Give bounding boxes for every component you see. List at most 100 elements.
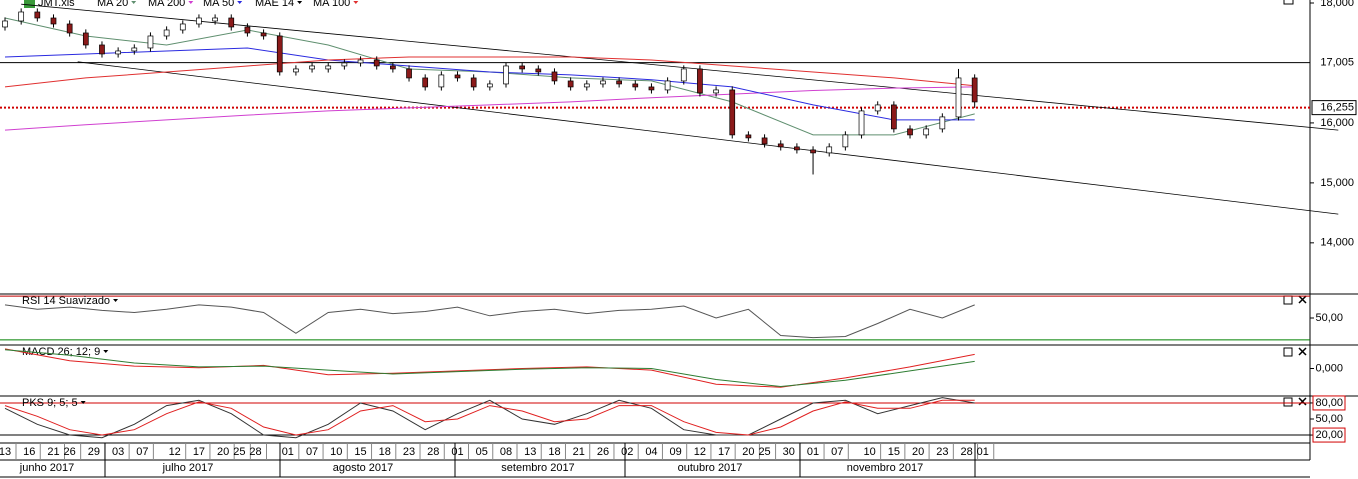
legend-entry: MA 200 [148, 0, 185, 9]
candle-body [745, 134, 752, 139]
legend-arrow [188, 1, 194, 4]
maximize-button[interactable] [1283, 347, 1293, 357]
y-tick-label: 14,000 [1320, 237, 1354, 249]
x-tick-label: 01 [451, 446, 463, 458]
candle-body [196, 17, 202, 25]
x-tick-label: 07 [306, 446, 318, 458]
candle-body [939, 116, 946, 130]
x-tick-label: 28 [249, 446, 261, 458]
x-tick-label: 26 [64, 446, 76, 458]
candle-body [163, 29, 170, 37]
candle-body [907, 128, 913, 136]
legend-arrow [353, 1, 359, 4]
x-tick-label: 05 [476, 446, 488, 458]
y-tick-label: 16,000 [1320, 117, 1354, 129]
legend-arrow [297, 1, 303, 4]
x-tick-label: 20 [742, 446, 754, 458]
candle-body [212, 17, 218, 22]
maximize-button[interactable] [1283, 295, 1293, 305]
x-tick-label: 12 [169, 446, 181, 458]
legend-entry: MA 50 [203, 0, 234, 9]
legend-entry: MA 20 [97, 0, 128, 9]
maximize-button[interactable] [1283, 397, 1293, 407]
candle-body [341, 62, 348, 67]
candle-body [438, 74, 445, 88]
x-tick-label: 07 [831, 446, 843, 458]
candle-body [422, 77, 429, 88]
y-tick-label: 50,00 [1315, 312, 1343, 324]
indicator-line [4, 304, 975, 339]
candle-body [761, 137, 768, 145]
x-tick-label: 23 [936, 446, 948, 458]
level-label-box [1311, 100, 1357, 116]
x-tick-label: 26 [597, 446, 609, 458]
dropdown-arrow [113, 299, 119, 302]
candle-body [519, 65, 526, 70]
x-tick-label: 08 [500, 446, 512, 458]
candle-body [244, 26, 251, 34]
x-tick-label: 20 [217, 446, 229, 458]
x-tick-label: 02 [621, 446, 633, 458]
candle-body [858, 110, 865, 136]
month-label: junho 2017 [19, 462, 74, 474]
legend-arrow [131, 1, 137, 4]
candle-body [551, 71, 558, 82]
candle-body [406, 68, 412, 79]
maximize-button[interactable] [1283, 0, 1294, 5]
y-tick-box [1312, 395, 1346, 411]
candle-body [373, 59, 380, 67]
x-tick-label: 04 [645, 446, 657, 458]
x-tick-label: 18 [548, 446, 560, 458]
candle-body [826, 146, 833, 154]
legend-entry: MAE 14 [255, 0, 294, 9]
x-tick-label: 01 [282, 446, 294, 458]
close-button[interactable] [1298, 347, 1307, 356]
candle-body [131, 47, 138, 52]
x-tick-label: 17 [718, 446, 730, 458]
candle-body [713, 89, 719, 94]
channel-line [21, 3, 1339, 131]
x-tick-label: 25 [758, 446, 770, 458]
x-tick-label: 21 [573, 446, 585, 458]
x-tick-label: 18 [379, 446, 391, 458]
candle-body [147, 35, 154, 49]
candle-body [66, 23, 73, 34]
candle-body [648, 86, 655, 91]
candle-body [810, 149, 816, 154]
candle-body [794, 146, 800, 151]
x-tick-label: 12 [694, 446, 706, 458]
candle-body [390, 65, 396, 70]
candle-body [842, 134, 849, 148]
candle-body [600, 80, 606, 85]
x-tick-label: 28 [427, 446, 439, 458]
x-tick-label: 13 [524, 446, 536, 458]
dropdown-arrow [103, 350, 109, 353]
month-label: agosto 2017 [333, 462, 394, 474]
channel-line [77, 61, 1339, 215]
legend-arrow [237, 1, 243, 4]
candle-body [293, 68, 299, 73]
x-tick-label: 17 [193, 446, 205, 458]
moving-average [4, 86, 975, 131]
candle-body [697, 68, 703, 94]
indicator-line [4, 397, 975, 439]
candle-body [923, 128, 930, 136]
close-button[interactable] [1298, 397, 1307, 406]
level-label: 17,005 [1320, 57, 1354, 69]
candle-body [260, 32, 267, 37]
candle-body [616, 80, 622, 85]
candle-body [18, 11, 25, 22]
x-tick-label: 30 [783, 446, 795, 458]
candle-body [276, 35, 283, 73]
file-name: JMT.xls [38, 0, 75, 9]
close-button[interactable] [1298, 295, 1307, 304]
y-tick-label: 0,000 [1315, 362, 1343, 374]
candle-body [2, 20, 8, 28]
x-tick-label: 15 [354, 446, 366, 458]
candle-body [955, 77, 962, 118]
candle-body [82, 32, 89, 46]
level-label-box [1312, 55, 1356, 70]
x-tick-label: 23 [403, 446, 415, 458]
candle-body [309, 65, 315, 70]
